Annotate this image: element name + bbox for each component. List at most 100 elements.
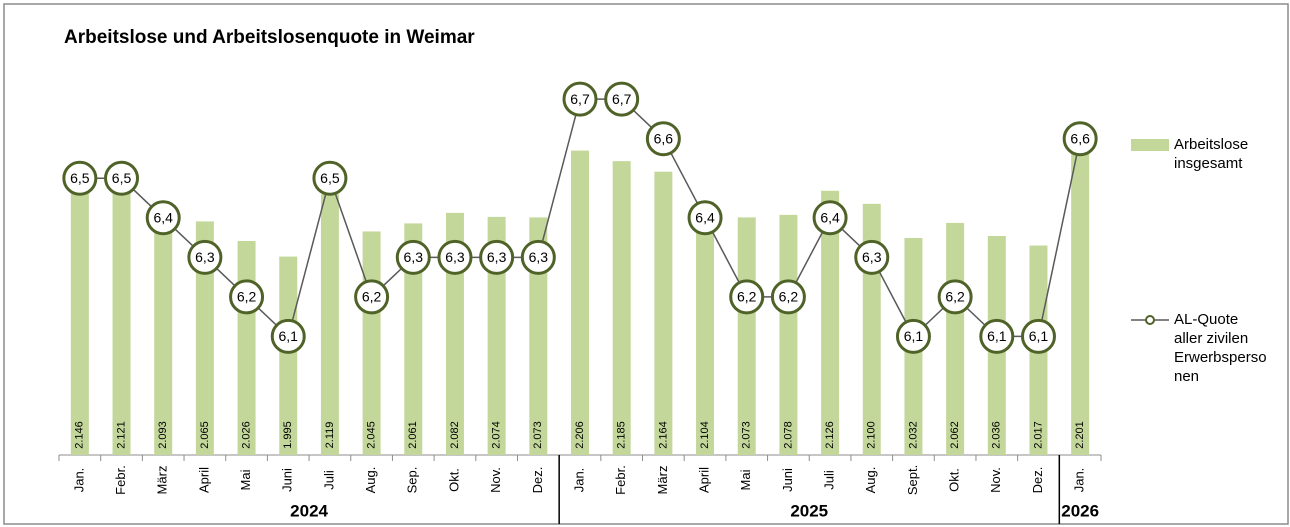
x-tick-label: März [155, 466, 170, 495]
point-value-label: 6,1 [279, 328, 299, 344]
marker [979, 318, 1015, 354]
x-tick-label: Sep. [405, 467, 420, 494]
marker [1062, 121, 1098, 157]
marker [479, 239, 515, 275]
bar-value-label: 2.078 [782, 421, 794, 449]
bar [654, 171, 673, 455]
bar-value-label: 2.074 [491, 421, 503, 449]
marker [895, 318, 931, 354]
bar [70, 180, 89, 455]
bar-value-label: 2.126 [824, 421, 836, 449]
marker [312, 160, 348, 196]
bar-value-label: 1.995 [282, 421, 294, 449]
bar-value-label: 2.201 [1074, 421, 1086, 449]
marker [770, 279, 806, 315]
bar [154, 207, 173, 455]
marker [1020, 318, 1056, 354]
point-value-label: 6,4 [153, 209, 173, 225]
bar-value-label: 2.121 [115, 421, 127, 449]
legend-swatch [1131, 139, 1169, 151]
point-value-label: 6,5 [112, 170, 132, 186]
bar-value-label: 2.104 [699, 421, 711, 449]
bar [320, 194, 339, 456]
point-value-label: 6,2 [737, 289, 757, 305]
legend-label: Arbeitslose insgesamt [1174, 136, 1249, 172]
point-value-label: 6,3 [445, 249, 465, 265]
year-label: 2025 [790, 501, 828, 520]
x-tick-label: Sept. [905, 465, 920, 495]
marker [687, 200, 723, 236]
marker [562, 81, 598, 117]
marker [229, 279, 265, 315]
bar [1071, 153, 1090, 455]
point-value-label: 6,6 [1070, 130, 1090, 146]
bar-value-label: 2.082 [449, 421, 461, 449]
bar [571, 150, 589, 456]
bar-value-label: 2.164 [657, 421, 669, 449]
bar-value-label: 2.100 [866, 421, 878, 449]
bar [487, 216, 506, 455]
year-label: 2024 [290, 501, 328, 520]
bar [946, 222, 965, 455]
x-tick-label: Dez. [530, 467, 545, 494]
point-value-label: 6,1 [987, 328, 1007, 344]
point-value-label: 6,3 [404, 249, 424, 265]
legend-marker [1145, 315, 1155, 325]
x-tick-label: Mai [238, 469, 253, 490]
bar-value-label: 2.062 [949, 421, 961, 449]
bar-value-label: 2.073 [532, 421, 544, 449]
marker [354, 279, 390, 315]
x-tick-label: Juni [280, 468, 295, 492]
point-value-label: 6,2 [945, 289, 965, 305]
bar-value-label: 2.206 [574, 421, 586, 449]
bar-value-label: 2.036 [991, 421, 1003, 449]
marker [187, 239, 223, 275]
x-tick-label: Juni [780, 468, 795, 492]
point-value-label: 6,2 [237, 289, 257, 305]
year-label: 2026 [1061, 501, 1099, 520]
x-tick-label: Nov. [988, 467, 1003, 493]
x-tick-label: Okt. [947, 468, 962, 492]
x-tick-label: Aug. [363, 467, 378, 494]
marker [854, 239, 890, 275]
bar-value-label: 2.073 [741, 421, 753, 449]
x-tick-label: Jan. [571, 468, 586, 493]
marker [104, 160, 140, 196]
point-value-label: 6,5 [320, 170, 340, 186]
x-tick-label: April [696, 467, 711, 493]
marker [395, 239, 431, 275]
bar-value-label: 2.185 [616, 421, 628, 449]
point-value-label: 6,3 [862, 249, 882, 265]
bar-value-label: 2.146 [74, 421, 86, 449]
bar [821, 190, 840, 455]
bar [612, 161, 631, 455]
chart-title: Arbeitslose und Arbeitslosenquote in Wei… [64, 27, 475, 48]
bar [529, 217, 548, 455]
point-value-label: 6,5 [70, 170, 90, 186]
x-tick-label: Juli [822, 470, 837, 490]
x-tick-label: Jan. [71, 468, 86, 493]
bar [195, 221, 214, 455]
x-tick-label: Jan. [1072, 468, 1087, 493]
point-value-label: 6,1 [904, 328, 924, 344]
point-value-label: 6,2 [779, 289, 799, 305]
point-value-label: 6,3 [487, 249, 507, 265]
marker [937, 279, 973, 315]
x-tick-label: Febr. [113, 465, 128, 495]
x-tick-label: Okt. [446, 468, 461, 492]
point-value-label: 6,3 [195, 249, 215, 265]
point-value-label: 6,3 [529, 249, 549, 265]
bar-value-label: 2.026 [240, 421, 252, 449]
bar [279, 256, 298, 455]
bar-value-label: 2.032 [907, 421, 919, 449]
bar-value-label: 2.119 [324, 422, 336, 449]
marker [62, 160, 98, 196]
bar-value-label: 2.061 [407, 421, 419, 449]
bar-value-label: 2.017 [1032, 421, 1044, 449]
marker [145, 200, 181, 236]
bar [404, 223, 423, 455]
x-tick-label: Mai [738, 469, 753, 490]
x-tick-label: Aug. [863, 467, 878, 494]
